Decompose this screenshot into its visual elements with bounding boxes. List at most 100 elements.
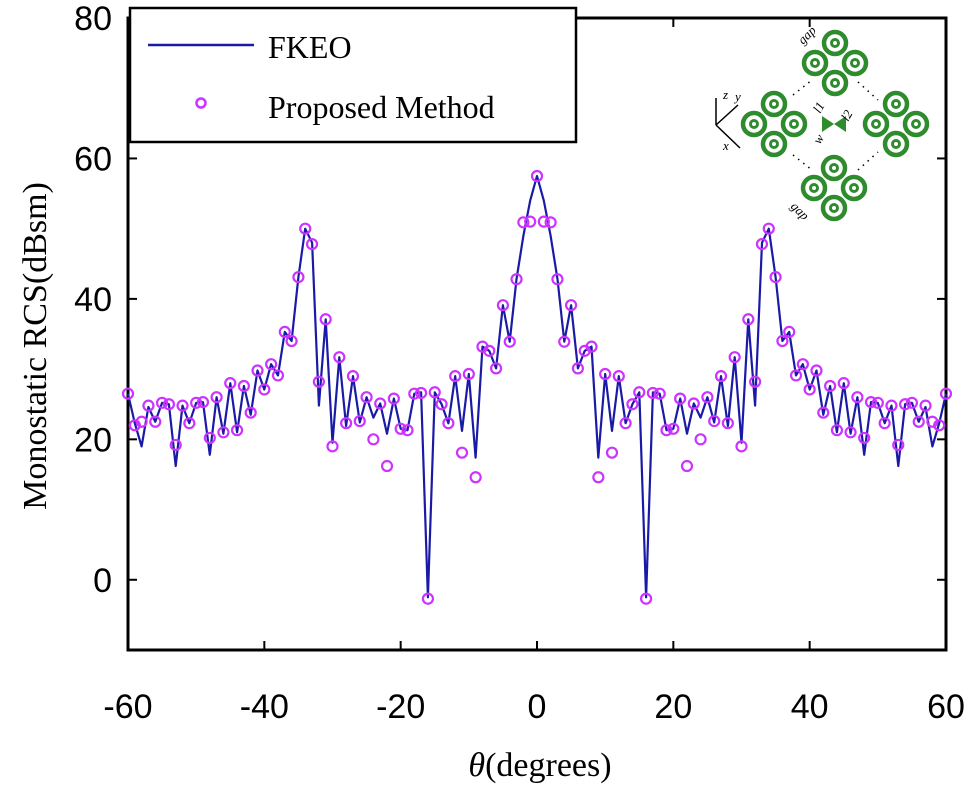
axis-x-label: x: [722, 138, 729, 153]
proposed-method-point: [183, 417, 196, 430]
proposed-method-point: [435, 398, 448, 411]
proposed-method-point: [939, 387, 953, 400]
dotted-guide: [857, 151, 879, 171]
proposed-method-point: [864, 396, 878, 409]
proposed-method-point: [490, 362, 503, 375]
ring-element-core: [849, 183, 859, 193]
proposed-method-point: [544, 216, 557, 229]
proposed-method-point: [346, 370, 360, 383]
proposed-method-point: [844, 426, 857, 439]
proposed-method-point: [305, 238, 319, 251]
proposed-method-point: [912, 415, 925, 428]
ring-element-core: [809, 183, 819, 193]
proposed-method-point: [380, 459, 394, 473]
ring-element-icon: [821, 29, 849, 57]
proposed-method-point: [360, 391, 373, 404]
proposed-method-point: [564, 299, 578, 312]
proposed-method-point: [667, 422, 680, 435]
y-axis-arrow-icon: [715, 104, 739, 126]
dotted-guide: [792, 154, 813, 171]
proposed-method-point: [271, 369, 285, 382]
ring-element-core: [830, 78, 840, 88]
proposed-method-point: [251, 364, 264, 377]
l1-label: l1: [810, 99, 828, 115]
proposed-method-point: [592, 471, 605, 484]
proposed-method-point: [796, 358, 809, 371]
ring-element-core: [769, 99, 779, 109]
proposed-method-point: [176, 399, 189, 412]
proposed-method-point: [149, 415, 162, 428]
proposed-method-point: [230, 424, 244, 437]
proposed-method-point: [374, 397, 387, 410]
proposed-method-point: [428, 386, 441, 399]
proposed-method-point: [919, 399, 932, 412]
axis-z-label: z: [722, 87, 728, 102]
proposed-method-point: [694, 433, 707, 446]
ring-element-core: [829, 203, 839, 213]
proposed-method-point: [394, 422, 407, 435]
proposed-method-point: [135, 415, 148, 428]
proposed-method-point: [299, 222, 312, 235]
proposed-method-point: [871, 396, 884, 409]
ring-element-icon: [841, 49, 869, 77]
proposed-method-point: [639, 592, 653, 605]
proposed-method-point: [824, 379, 837, 393]
ring-element-icon: [800, 174, 828, 202]
proposed-method-point: [421, 592, 435, 605]
ring-element-icon: [902, 110, 930, 138]
proposed-method-point: [224, 377, 237, 390]
x-axis-arrow-icon: [715, 124, 741, 149]
proposed-method-point: [674, 392, 687, 405]
proposed-method-point: [558, 335, 571, 348]
ring-element-core: [749, 119, 759, 129]
proposed-method-point: [537, 215, 550, 228]
proposed-method-point: [742, 313, 755, 326]
proposed-method-point: [803, 383, 816, 396]
gap-bottom-label: gap: [788, 199, 813, 224]
proposed-method-point: [755, 238, 769, 251]
proposed-method-point: [783, 325, 796, 338]
proposed-method-point: [265, 358, 278, 371]
proposed-method-point: [933, 419, 946, 432]
y-axis-ticks: 0 20 40 60 80: [74, 0, 946, 600]
ring-element-icon: [840, 174, 868, 202]
x-axis-unit: (degrees): [485, 747, 611, 784]
proposed-method-point: [680, 459, 694, 473]
proposed-method-point: [524, 215, 537, 228]
proposed-method-point: [401, 424, 414, 437]
series: [121, 169, 953, 605]
proposed-method-point: [898, 398, 912, 411]
proposed-method-point: [217, 426, 230, 439]
ring-element-core: [911, 119, 921, 129]
ring-element-core: [871, 119, 881, 129]
proposed-method-point: [353, 414, 366, 428]
proposed-method-point: [442, 417, 455, 430]
proposed-method-point: [830, 424, 844, 437]
proposed-method-point: [660, 424, 673, 437]
legend-label-fkeo: FKEO: [268, 29, 352, 65]
proposed-method-point: [367, 433, 380, 446]
proposed-method-point: [612, 370, 625, 383]
proposed-method-point: [121, 387, 135, 400]
proposed-method-point: [503, 335, 516, 348]
proposed-method-point: [190, 396, 203, 409]
ring-element-icon: [820, 154, 848, 182]
proposed-method-point: [496, 299, 510, 312]
x-tick-label: 20: [654, 688, 692, 726]
proposed-method-point: [387, 392, 400, 405]
axis-y-label: y: [733, 89, 741, 104]
ring-element-icon: [862, 110, 890, 138]
y-tick-label: 0: [93, 562, 112, 600]
proposed-method-point: [196, 396, 210, 409]
proposed-method-point: [326, 440, 339, 453]
proposed-method-point: [155, 396, 169, 409]
proposed-method-point: [653, 387, 666, 400]
proposed-method-point: [892, 438, 905, 452]
gap-top-label: gap: [795, 22, 820, 47]
proposed-method-point: [530, 169, 544, 183]
proposed-method-point: [714, 370, 728, 383]
proposed-method-point: [278, 325, 291, 338]
proposed-method-point: [926, 415, 939, 428]
ring-element-icon: [882, 90, 910, 118]
